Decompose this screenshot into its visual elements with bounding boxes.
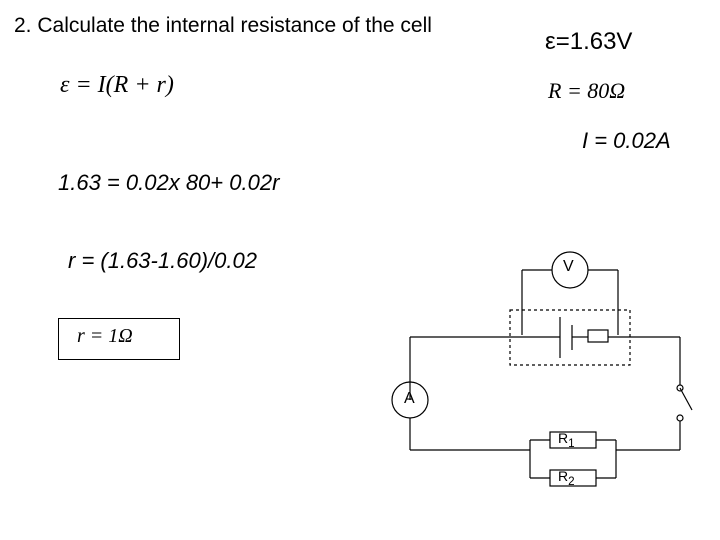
- formula-emf-eq: ε = I(R + r): [60, 72, 174, 99]
- work-substitution: 1.63 = 0.02x 80+ 0.02r: [58, 170, 279, 196]
- work-r-eq: r = (1.63-1.60)/0.02: [68, 248, 257, 274]
- voltmeter-label: V: [563, 258, 574, 276]
- given-R: R = 80Ω: [548, 78, 625, 104]
- R1-label: R1: [558, 430, 575, 450]
- given-I: I = 0.02A: [582, 128, 671, 154]
- circuit-diagram: [360, 240, 700, 530]
- ammeter-label: A: [404, 390, 415, 408]
- given-emf: ε=1.63V: [545, 28, 632, 56]
- answer-box: r = 1Ω: [58, 318, 180, 360]
- R2-label: R2: [558, 468, 575, 488]
- answer-r: r = 1Ω: [77, 325, 133, 348]
- problem-title: 2. Calculate the internal resistance of …: [14, 14, 432, 38]
